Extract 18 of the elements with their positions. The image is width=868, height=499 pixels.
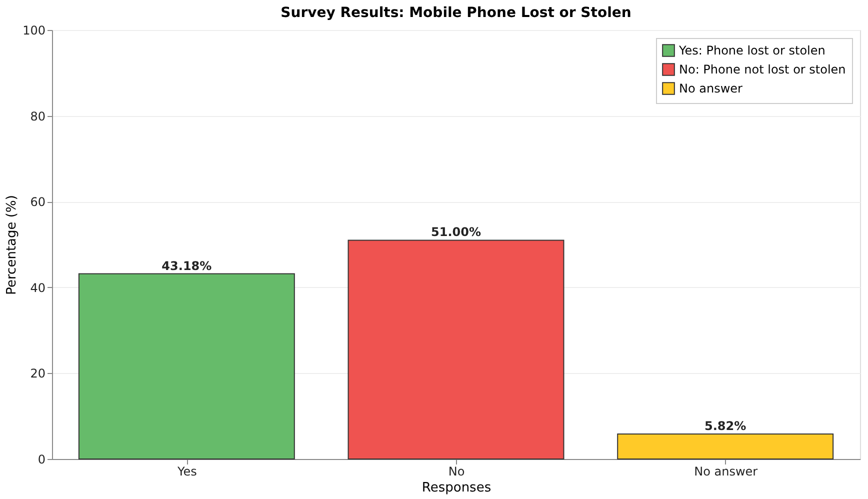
legend-label: No: Phone not lost or stolen <box>679 62 846 76</box>
y-tick-label: 40 <box>30 280 46 295</box>
chart-title: Survey Results: Mobile Phone Lost or Stolen <box>280 5 632 21</box>
text: 5.82% <box>704 419 746 434</box>
y-tick-label: 80 <box>30 109 46 124</box>
text: 43.18% <box>162 258 212 273</box>
y-tick-label: 100 <box>22 24 46 38</box>
y-tick-label: 0 <box>38 452 46 466</box>
text: 51.00% <box>431 225 481 240</box>
y-axis-title: Percentage (%) <box>4 195 20 295</box>
x-tick-label: No <box>448 464 465 478</box>
x-tick-label: Yes <box>176 464 197 478</box>
x-tick-label: No answer <box>694 464 758 478</box>
legend-label: No answer <box>679 82 743 96</box>
x-axis-title: Responses <box>422 480 492 496</box>
y-tick-label: 20 <box>30 366 46 381</box>
legend-label: Yes: Phone lost or stolen <box>678 44 826 58</box>
y-tick-label: 60 <box>30 195 46 210</box>
